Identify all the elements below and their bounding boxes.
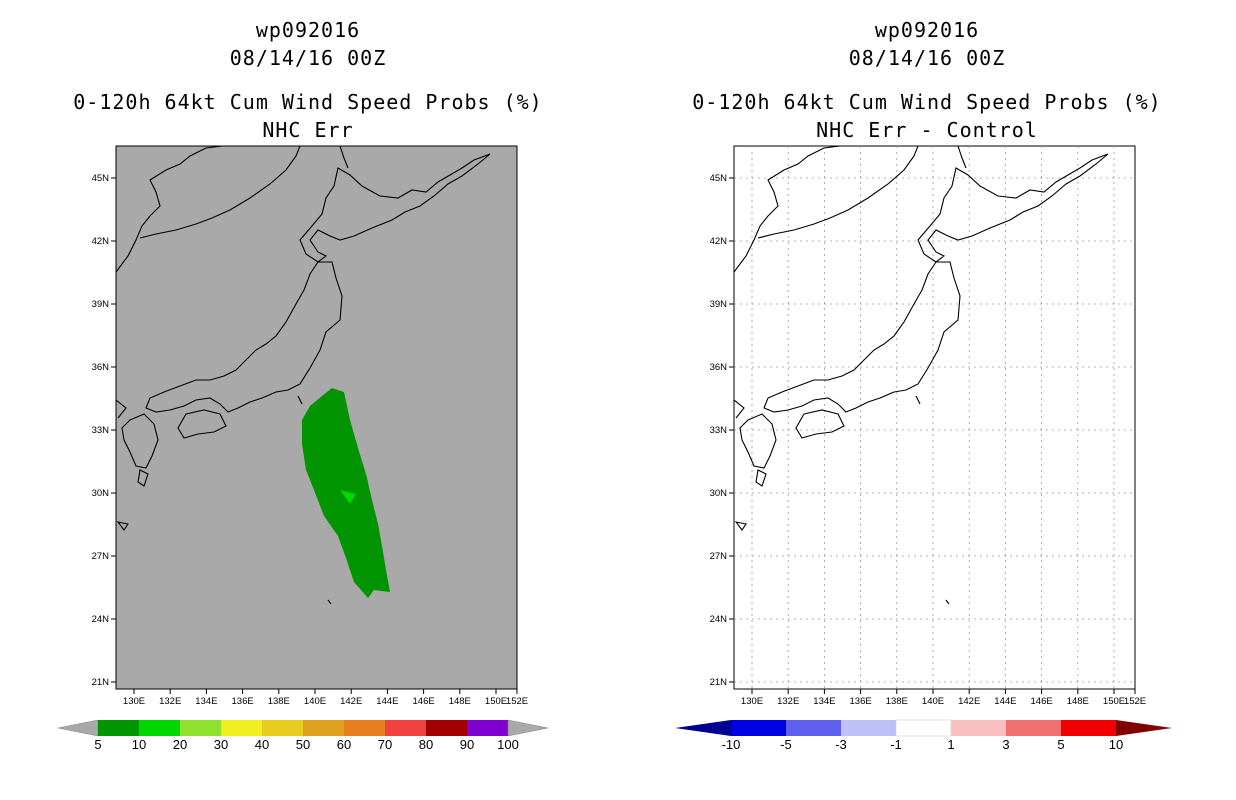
left-colorbar-label: 90 (460, 737, 474, 752)
right-lon-label: 140E (922, 696, 944, 707)
right-colorbar-label: -5 (780, 737, 792, 752)
right-lat-label: 42N (710, 236, 728, 247)
left-datetime: 08/14/16 00Z (229, 46, 387, 70)
right-lon-label: 130E (741, 696, 763, 707)
left-colorbar-swatch (344, 720, 385, 736)
left-colorbar-low-arrow (57, 719, 99, 737)
left-colorbar-label: 10 (132, 737, 146, 752)
left-colorbar-swatch (98, 720, 139, 736)
left-lat-label: 33N (92, 425, 110, 436)
right-colorbar-high-arrow (1116, 720, 1172, 736)
left-lat-label: 30N (92, 488, 110, 499)
right-map-background (733, 145, 1136, 690)
right-colorbar-swatch (786, 720, 841, 736)
right-colorbar-swatch (1061, 720, 1116, 736)
right-lon-label: 136E (850, 696, 872, 707)
right-product-title: 0-120h 64kt Cum Wind Speed Probs (%) (692, 90, 1162, 114)
left-colorbar-label: 100 (497, 737, 519, 752)
left-colorbar-swatch (221, 720, 262, 736)
right-colorbar-label: 3 (1002, 737, 1009, 752)
left-lon-label: 152E (506, 696, 528, 707)
right-lat-label: 45N (710, 173, 728, 184)
left-storm-id: wp092016 (255, 18, 361, 42)
left-colorbar-swatch (303, 720, 344, 736)
left-colorbar-label: 60 (337, 737, 351, 752)
right-datetime: 08/14/16 00Z (848, 46, 1006, 70)
right-colorbar-swatch (1006, 720, 1061, 736)
left-subtitle: NHC Err (262, 118, 354, 142)
right-colorbar-label: 1 (947, 737, 954, 752)
left-colorbar-label: 5 (94, 737, 101, 752)
right-colorbar-label: -1 (890, 737, 902, 752)
left-colorbar: 5 10 20 30 40 50 60 70 80 90 100 (57, 719, 549, 752)
right-lon-label: 134E (813, 696, 835, 707)
right-colorbar-swatch (841, 720, 896, 736)
left-colorbar-label: 50 (296, 737, 310, 752)
left-lat-label: 42N (92, 236, 110, 247)
right-lat-label: 27N (710, 551, 728, 562)
right-map: 45N 42N 39N 36N 33N 30N 27N 24N 21N 130E 132E 134E 1… (710, 145, 1146, 707)
left-lat-label: 27N (92, 551, 110, 562)
right-lat-label: 24N (710, 614, 728, 625)
left-lon-label: 142E (340, 696, 362, 707)
left-lon-label: 150E (485, 696, 507, 707)
right-lat-label: 36N (710, 362, 728, 373)
right-colorbar-label: -10 (722, 737, 741, 752)
left-lat-label: 21N (92, 677, 110, 688)
right-lon-label: 152E (1124, 696, 1146, 707)
left-lat-label: 24N (92, 614, 110, 625)
left-lon-label: 136E (232, 696, 254, 707)
left-lon-label: 134E (195, 696, 217, 707)
probability-region-inner (340, 490, 356, 504)
left-lon-label: 132E (159, 696, 181, 707)
right-colorbar-swatch (895, 719, 952, 737)
left-lat-label: 36N (92, 362, 110, 373)
left-colorbar-label: 30 (214, 737, 228, 752)
right-lon-label: 150E (1103, 696, 1125, 707)
left-colorbar-swatch (139, 720, 180, 736)
right-colorbar-swatch (951, 720, 1006, 736)
left-lon-label: 130E (123, 696, 145, 707)
left-map: 45N 42N 39N 36N 33N 30N 27N 24N 21N 130E 132E 134E 1… (92, 145, 528, 707)
left-colorbar-swatch (467, 720, 508, 736)
left-colorbar-swatch (385, 720, 426, 736)
right-subtitle: NHC Err - Control (816, 118, 1038, 142)
left-colorbar-swatch (426, 720, 467, 736)
right-lat-label: 21N (710, 677, 728, 688)
right-lon-label: 148E (1067, 696, 1089, 707)
left-colorbar-label: 20 (173, 737, 187, 752)
left-lon-label: 146E (413, 696, 435, 707)
right-lon-label: 132E (777, 696, 799, 707)
right-storm-id: wp092016 (874, 18, 980, 42)
left-colorbar-swatch (180, 720, 221, 736)
left-colorbar-label: 70 (378, 737, 392, 752)
right-lon-label: 138E (886, 696, 908, 707)
left-product-title: 0-120h 64kt Cum Wind Speed Probs (%) (73, 90, 543, 114)
left-lon-label: 138E (268, 696, 290, 707)
right-lat-label: 39N (710, 299, 728, 310)
right-colorbar-swatch (731, 720, 786, 736)
left-colorbar-label: 40 (255, 737, 269, 752)
right-lat-label: 30N (710, 488, 728, 499)
right-colorbar-label: -3 (835, 737, 847, 752)
left-lat-label: 45N (92, 173, 110, 184)
right-lon-label: 146E (1031, 696, 1053, 707)
left-lon-label: 144E (376, 696, 398, 707)
right-colorbar-low-arrow (675, 720, 731, 736)
right-lon-label: 144E (994, 696, 1016, 707)
right-colorbar-label: 10 (1109, 737, 1123, 752)
right-colorbar: -10 -5 -3 -1 1 3 5 10 (675, 719, 1172, 752)
right-lat-label: 33N (710, 425, 728, 436)
left-lon-label: 148E (449, 696, 471, 707)
right-lon-label: 142E (958, 696, 980, 707)
left-lat-label: 39N (92, 299, 110, 310)
left-colorbar-high-arrow (507, 719, 549, 737)
left-colorbar-label: 80 (419, 737, 433, 752)
left-lon-label: 140E (304, 696, 326, 707)
left-colorbar-swatch (262, 720, 303, 736)
right-colorbar-label: 5 (1057, 737, 1064, 752)
